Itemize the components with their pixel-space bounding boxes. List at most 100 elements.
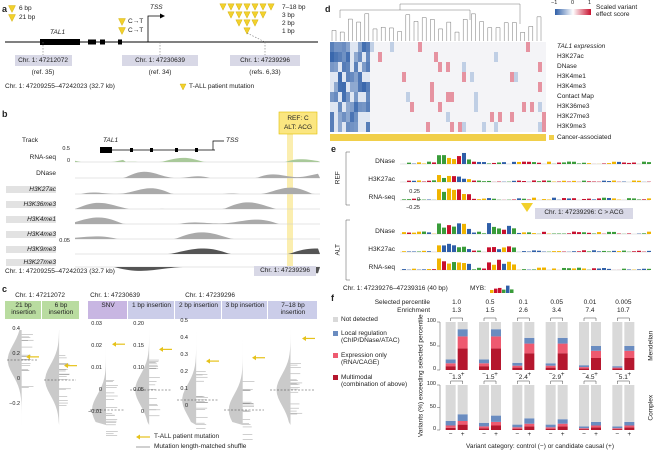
heatmap-cell (478, 82, 482, 92)
label: Chr. 1: 47230639 (90, 292, 140, 299)
logo-letter (472, 269, 476, 270)
heatmap-cell (390, 62, 394, 72)
label: e (331, 144, 337, 154)
tick-label: 0.1 (180, 386, 188, 392)
logo-letter (462, 263, 466, 270)
mutation-marker (251, 3, 259, 11)
heatmap-cell (526, 62, 530, 72)
exon (150, 148, 153, 152)
bar-segment (457, 421, 468, 425)
heatmap-cell (426, 112, 430, 122)
label: DNase (557, 63, 577, 70)
heatmap-cell (430, 62, 434, 72)
heatmap-cell (478, 112, 482, 122)
heatmap-cell (366, 122, 370, 132)
heatmap-cell (410, 122, 414, 132)
heatmap-cell (346, 92, 350, 102)
heatmap-cell (482, 92, 486, 102)
logo-letter (542, 180, 546, 182)
label: 1.0 (452, 299, 462, 306)
x-tick-label: + (560, 371, 565, 378)
dendrogram (487, 27, 492, 41)
bar-segment (512, 385, 523, 425)
heatmap-cell (350, 102, 354, 112)
x-tick-label: − (548, 431, 553, 438)
bar-segment (479, 422, 489, 427)
heatmap-cell (398, 92, 402, 102)
y-tick-label: 50 (429, 403, 436, 410)
mutation-marker (235, 11, 243, 19)
logo-letter (497, 162, 501, 164)
bar-segment (624, 421, 635, 426)
enrichment-label: 10.7 (617, 307, 630, 314)
heatmap-cell (346, 82, 350, 92)
heatmap-cell (374, 52, 378, 62)
heatmap-cell (354, 72, 358, 82)
heatmap-cell (478, 52, 482, 62)
heatmap-cell (426, 62, 430, 72)
heatmap-cell (414, 122, 418, 132)
heatmap-cell (434, 52, 438, 62)
heatmap-cell (354, 92, 358, 102)
label: TAL1 expression (557, 43, 606, 50)
heatmap-cell (458, 102, 462, 112)
label: 7–18 bp (282, 4, 306, 11)
logo-letter (607, 268, 611, 270)
heatmap-cell (450, 52, 454, 62)
heatmap-cell (430, 112, 434, 122)
logo-letter (602, 180, 606, 182)
motif-letter (494, 288, 498, 293)
label: 1 (588, 0, 592, 6)
label: 2 bp (282, 20, 295, 27)
logo-letter (572, 251, 576, 252)
logo-letter (607, 197, 611, 200)
logo-letter (467, 194, 471, 200)
heatmap-cell (474, 82, 478, 92)
heatmap-cell (518, 92, 522, 102)
heatmap-cell (506, 122, 510, 132)
logo-letter (487, 223, 491, 234)
heatmap-cell (522, 92, 526, 102)
heatmap-cell (370, 102, 374, 112)
logo-letter (447, 175, 451, 182)
heatmap-cell (386, 102, 390, 112)
heatmap-cell (442, 122, 446, 132)
x-tick-label: + (527, 371, 532, 378)
enrichment-bracket (550, 380, 563, 384)
heatmap-cell (330, 92, 334, 102)
mutation-marker (8, 5, 16, 13)
logo-letter (597, 268, 601, 270)
logo-letter (487, 247, 491, 252)
logo-letter (627, 269, 631, 270)
heatmap-cell (430, 42, 434, 52)
heatmap-cell (366, 62, 370, 72)
heatmap-cell (414, 52, 418, 62)
label: ALT (334, 244, 342, 256)
heatmap-cell (422, 92, 426, 102)
heatmap-cell (438, 112, 442, 122)
logo-letter (512, 199, 516, 200)
logo-letter (452, 189, 456, 200)
tss-arrow (147, 15, 160, 42)
violin (228, 330, 243, 425)
heatmap-cell (502, 52, 506, 62)
heatmap-cell (386, 92, 390, 102)
logo-letter (532, 180, 536, 182)
logo-letter (567, 198, 571, 200)
logo-letter (462, 194, 466, 200)
logo-letter (467, 263, 471, 270)
heatmap-cell (514, 92, 518, 102)
bar-segment (445, 363, 456, 367)
label: Chr. 1: 47239276–47239316 (40 bp) (343, 285, 448, 292)
logo-letter (597, 198, 601, 200)
label: 0.1 (518, 299, 528, 306)
annotation-bar (330, 134, 546, 141)
heatmap-cell (470, 92, 474, 102)
heatmap-cell (454, 122, 458, 132)
heatmap-cell (342, 72, 346, 82)
logo-letter (517, 232, 521, 234)
heatmap-cell (442, 42, 446, 52)
heatmap-cell (430, 72, 434, 82)
heatmap-cell (542, 102, 546, 112)
label: Cancer-associated (557, 134, 612, 141)
